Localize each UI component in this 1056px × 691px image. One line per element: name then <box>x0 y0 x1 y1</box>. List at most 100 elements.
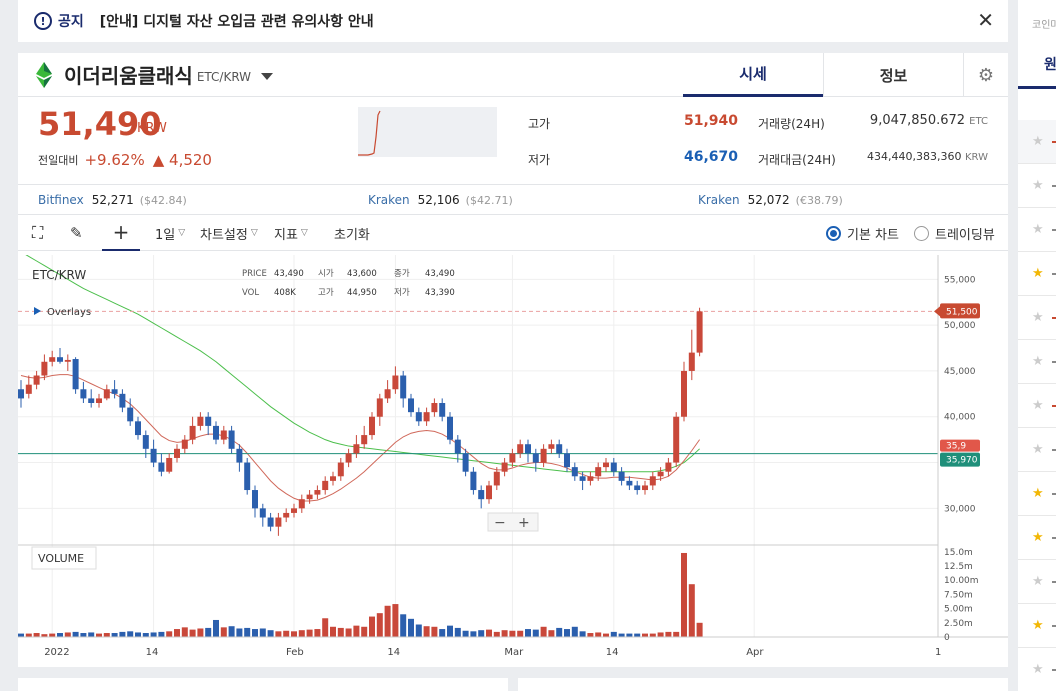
candle <box>330 476 336 481</box>
zoom-controls[interactable]: − + <box>487 512 539 532</box>
volume-bar <box>41 634 48 637</box>
chart-settings-menu[interactable]: 차트설정 ▽ <box>200 227 258 243</box>
legend-close-label: 종가 <box>394 269 410 279</box>
row-marker <box>1052 581 1056 583</box>
current-price-tag-text: 51,500 <box>946 307 978 317</box>
star-icon[interactable]: ★ <box>1032 178 1044 193</box>
zoom-out-button[interactable]: − <box>494 515 506 531</box>
star-icon[interactable]: ★ <box>1032 574 1044 589</box>
candle <box>548 444 555 449</box>
tradingview-radio[interactable]: 트레이딩뷰 <box>914 215 995 251</box>
basic-chart-radio[interactable]: 기본 차트 <box>826 215 899 251</box>
x-tick-label: Feb <box>286 647 304 658</box>
indicators-menu[interactable]: 지표 ▽ <box>274 227 308 243</box>
sidebar-row[interactable]: ★ <box>1018 164 1056 208</box>
interval-select[interactable]: 1일 ▽ <box>155 227 186 243</box>
ma-short-line <box>20 374 701 502</box>
candle <box>119 393 126 408</box>
candle <box>384 389 391 399</box>
star-icon[interactable]: ★ <box>1032 442 1044 457</box>
gear-icon[interactable]: ⚙ <box>963 53 1008 97</box>
radio-off-icon <box>914 225 929 241</box>
star-icon[interactable]: ★ <box>1032 222 1044 237</box>
star-icon[interactable]: ★ <box>1032 486 1044 501</box>
volume-bar <box>57 633 63 637</box>
candle <box>610 462 617 472</box>
star-icon[interactable]: ★ <box>1032 530 1044 545</box>
volume-bar <box>64 632 71 637</box>
candle <box>213 425 219 440</box>
crosshair-icon[interactable]: + <box>102 215 140 251</box>
sidebar-row[interactable]: ★ <box>1018 252 1056 296</box>
volume-bar <box>384 605 391 637</box>
sidebar-tab[interactable]: 원 <box>1044 57 1056 73</box>
notice-text[interactable]: [안내] 디지털 자산 오입금 관련 유의사항 안내 <box>99 14 374 30</box>
candle <box>665 462 672 472</box>
volume-bar <box>80 633 87 637</box>
price-chart[interactable]: 55,00050,00045,00040,00035,00030,0002022… <box>18 251 1008 667</box>
sidebar-row[interactable]: ★ <box>1018 428 1056 472</box>
candle <box>486 485 492 500</box>
sidebar-row[interactable]: ★ <box>1018 516 1056 560</box>
fullscreen-icon[interactable]: ⛶ <box>32 223 44 242</box>
legend-vol: 408K <box>274 288 296 298</box>
overlays-toggle[interactable]: Overlays <box>47 307 91 318</box>
volume-bar <box>306 629 313 637</box>
tab-info[interactable]: 정보 <box>823 53 963 97</box>
legend-price: 43,490 <box>274 269 304 279</box>
row-marker <box>1052 273 1056 275</box>
coin-header: 이더리움클래식 ETC/KRW 시세 정보 ⚙ <box>18 53 1008 97</box>
row-marker <box>1052 449 1056 451</box>
volume-bar <box>337 627 344 637</box>
pencil-icon[interactable]: ✎ <box>70 224 83 242</box>
volume-bar <box>244 627 251 637</box>
volume-bar <box>96 633 102 637</box>
notice-bar[interactable]: ! 공지 [안내] 디지털 자산 오입금 관련 유의사항 안내 ✕ <box>18 0 1008 42</box>
coin-panel: 이더리움클래식 ETC/KRW 시세 정보 ⚙ 51,490 KRW 전일대비 … <box>18 53 1008 667</box>
volume-bar <box>18 633 24 637</box>
candle <box>322 480 329 491</box>
candle <box>626 480 633 486</box>
vol-tick-label: 15.0m <box>944 548 973 558</box>
candle <box>25 384 32 394</box>
candle <box>657 471 664 477</box>
reset-button[interactable]: 초기화 <box>334 227 370 243</box>
chevron-down-icon[interactable] <box>261 72 274 80</box>
star-icon[interactable]: ★ <box>1032 398 1044 413</box>
candle <box>361 435 368 445</box>
volume-bar <box>72 631 79 637</box>
sidebar-row[interactable]: ★ <box>1018 340 1056 384</box>
star-icon[interactable]: ★ <box>1032 662 1044 677</box>
star-icon[interactable]: ★ <box>1032 134 1044 149</box>
volume-bar <box>587 633 594 637</box>
chart-svg[interactable]: 55,00050,00045,00040,00035,00030,0002022… <box>18 251 1008 667</box>
sidebar-row[interactable]: ★ <box>1018 604 1056 648</box>
volume-bar <box>540 626 547 637</box>
candle <box>41 361 48 376</box>
legend-open: 43,600 <box>347 269 377 279</box>
legend-close: 43,490 <box>425 269 455 279</box>
volume-value: 9,047,850.672 ETC <box>869 113 988 128</box>
sidebar-row[interactable]: ★ <box>1018 120 1056 164</box>
candle <box>587 476 594 481</box>
candle <box>166 457 173 472</box>
tab-sise[interactable]: 시세 <box>683 53 823 97</box>
sidebar-row[interactable]: ★ <box>1018 384 1056 428</box>
candle <box>64 359 71 362</box>
star-icon[interactable]: ★ <box>1032 310 1044 325</box>
candle <box>501 462 508 472</box>
close-icon[interactable]: ✕ <box>977 8 994 32</box>
sidebar-row[interactable]: ★ <box>1018 560 1056 604</box>
star-icon[interactable]: ★ <box>1032 266 1044 281</box>
candle <box>642 485 648 491</box>
volume-bar <box>361 626 368 637</box>
star-icon[interactable]: ★ <box>1032 354 1044 369</box>
star-icon[interactable]: ★ <box>1032 618 1044 633</box>
exchange-item: Bitfinex 52,271 ($42.84) <box>38 193 187 207</box>
sidebar-row[interactable]: ★ <box>1018 208 1056 252</box>
sidebar-row[interactable]: ★ <box>1018 648 1056 691</box>
play-icon[interactable] <box>34 307 41 315</box>
sidebar-row[interactable]: ★ <box>1018 472 1056 516</box>
zoom-in-button[interactable]: + <box>518 515 530 531</box>
sidebar-row[interactable]: ★ <box>1018 296 1056 340</box>
